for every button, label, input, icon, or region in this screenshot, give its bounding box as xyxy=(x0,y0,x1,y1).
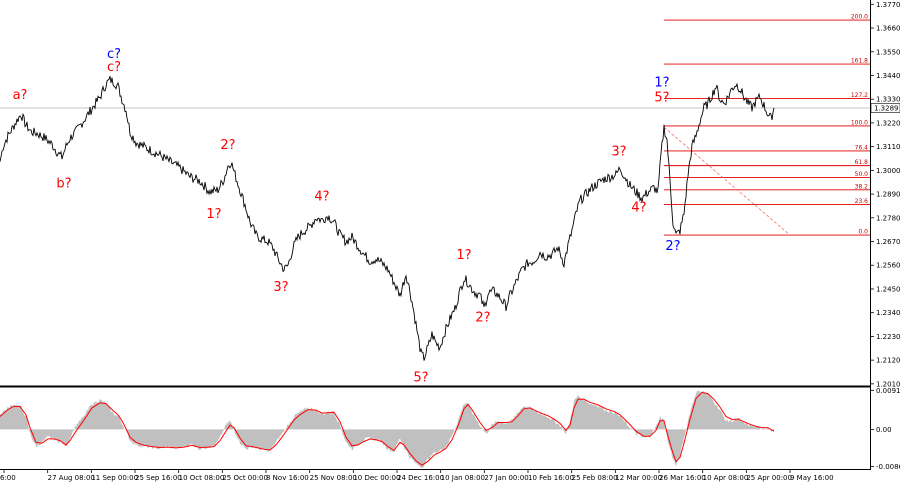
time-tick-label: 11 Sep 00:00 xyxy=(91,474,138,482)
price-tick-label: 1.3330 xyxy=(876,96,900,104)
wave-label: 1? xyxy=(206,207,221,222)
current-price-marker: 1.3289 xyxy=(870,103,900,113)
wave-labels: a?b?c?c?2?1?4?3?5?1?2?3?4?1?5?2? xyxy=(13,47,681,385)
price-tick-label: 1.2450 xyxy=(876,285,900,293)
wave-label: b? xyxy=(56,177,71,192)
price-tick-label: 1.2010 xyxy=(876,380,900,388)
time-tick-label: 12 Mar 00:00 xyxy=(615,474,662,482)
price-axis-ticks: 1.3770 1.3660 1.3550 1.3440 1.3330 1.3220 1.31… xyxy=(870,1,900,388)
fib-label: 161.8 xyxy=(851,58,868,65)
fib-label: 23.6 xyxy=(855,198,869,205)
wave-label: 1? xyxy=(456,248,471,263)
price-tick-label: 1.2340 xyxy=(876,309,900,317)
price-tick-label: 1.3000 xyxy=(876,167,900,175)
oscillator-panel xyxy=(0,390,775,469)
price-series-line xyxy=(0,76,775,361)
wave-label: 2? xyxy=(220,138,235,153)
price-tick-label: 1.2230 xyxy=(876,333,900,341)
fib-label: 0.0 xyxy=(858,229,868,236)
time-tick-label: 27 Jan 00:00 xyxy=(484,474,528,482)
wave-label: c? xyxy=(107,60,121,75)
oscillator-histogram xyxy=(0,390,774,469)
time-tick-label: 8 Nov 16:00 xyxy=(266,474,309,482)
time-tick-label: 25 Oct 00:00 xyxy=(222,474,268,482)
time-tick-label: 25 Sep 16:00 xyxy=(135,474,182,482)
fib-label: 61.8 xyxy=(855,159,869,166)
fibonacci-levels: 200.0 161.8 127.2 100.0 76.4 61.8 50.0 38.2 23.6… xyxy=(664,14,870,236)
fib-label: 50.0 xyxy=(855,171,869,178)
wave-label: 4? xyxy=(314,190,329,205)
time-tick-label: 6:00 xyxy=(0,474,16,482)
price-tick-label: 1.2780 xyxy=(876,214,900,222)
price-tick-label: 1.3660 xyxy=(876,25,900,33)
wave-label: 2? xyxy=(665,239,680,254)
wave-label: 5? xyxy=(654,90,669,105)
time-tick-label: 25 Feb 08:00 xyxy=(572,474,618,482)
time-tick-label: 10 Oct 08:00 xyxy=(179,474,225,482)
time-tick-label: 10 Apr 08:00 xyxy=(703,474,749,482)
oscillator-signal-line xyxy=(0,391,775,466)
fib-label: 76.4 xyxy=(855,144,869,151)
time-tick-label: 25 Nov 08:00 xyxy=(310,474,357,482)
time-tick-label: 9 May 16:00 xyxy=(790,474,834,482)
price-tick-label: 1.3550 xyxy=(876,48,900,56)
wave-label: 3? xyxy=(273,280,288,295)
time-tick-label: 26 Mar 16:00 xyxy=(659,474,706,482)
fib-label: 100.0 xyxy=(851,119,868,126)
time-tick-label: 25 Apr 00:00 xyxy=(746,474,792,482)
price-tick-label: 1.3770 xyxy=(876,1,900,9)
wave-label: 4? xyxy=(631,200,646,215)
time-tick-label: 10 Jan 08:00 xyxy=(441,474,485,482)
fib-label: 38.2 xyxy=(855,183,869,190)
trend-line xyxy=(663,126,791,236)
price-tick-label: 1.3220 xyxy=(876,119,900,127)
time-tick-label: 10 Dec 00:00 xyxy=(353,474,400,482)
wave-label: 2? xyxy=(475,310,490,325)
osc-tick-label: 0.00 xyxy=(876,426,892,434)
osc-tick-label: -0.00862 xyxy=(876,463,900,471)
oscillator-axis-ticks: 0.0091 0.00 -0.00862 xyxy=(870,387,900,471)
wave-label: c? xyxy=(107,47,121,62)
price-tick-label: 1.3440 xyxy=(876,72,900,80)
osc-tick-label: 0.0091 xyxy=(876,387,900,395)
wave-label: a? xyxy=(13,88,28,103)
fib-label: 200.0 xyxy=(851,14,868,21)
price-tick-label: 1.2890 xyxy=(876,191,900,199)
time-tick-label: 24 Dec 16:00 xyxy=(397,474,444,482)
price-tick-label: 1.3110 xyxy=(876,143,900,151)
wave-label: 5? xyxy=(413,371,428,386)
current-price-label: 1.3289 xyxy=(874,105,899,113)
price-panel: 200.0 161.8 127.2 100.0 76.4 61.8 50.0 38.2 23.6… xyxy=(0,14,870,386)
wave-label: 1? xyxy=(654,75,669,90)
price-tick-label: 1.2120 xyxy=(876,357,900,365)
price-tick-label: 1.2560 xyxy=(876,262,900,270)
wave-label: 3? xyxy=(611,144,626,159)
price-tick-label: 1.2670 xyxy=(876,238,900,246)
time-tick-label: 27 Aug 08:00 xyxy=(48,474,95,482)
fib-label: 127.2 xyxy=(851,92,868,99)
time-tick-label: 10 Feb 16:00 xyxy=(528,474,574,482)
